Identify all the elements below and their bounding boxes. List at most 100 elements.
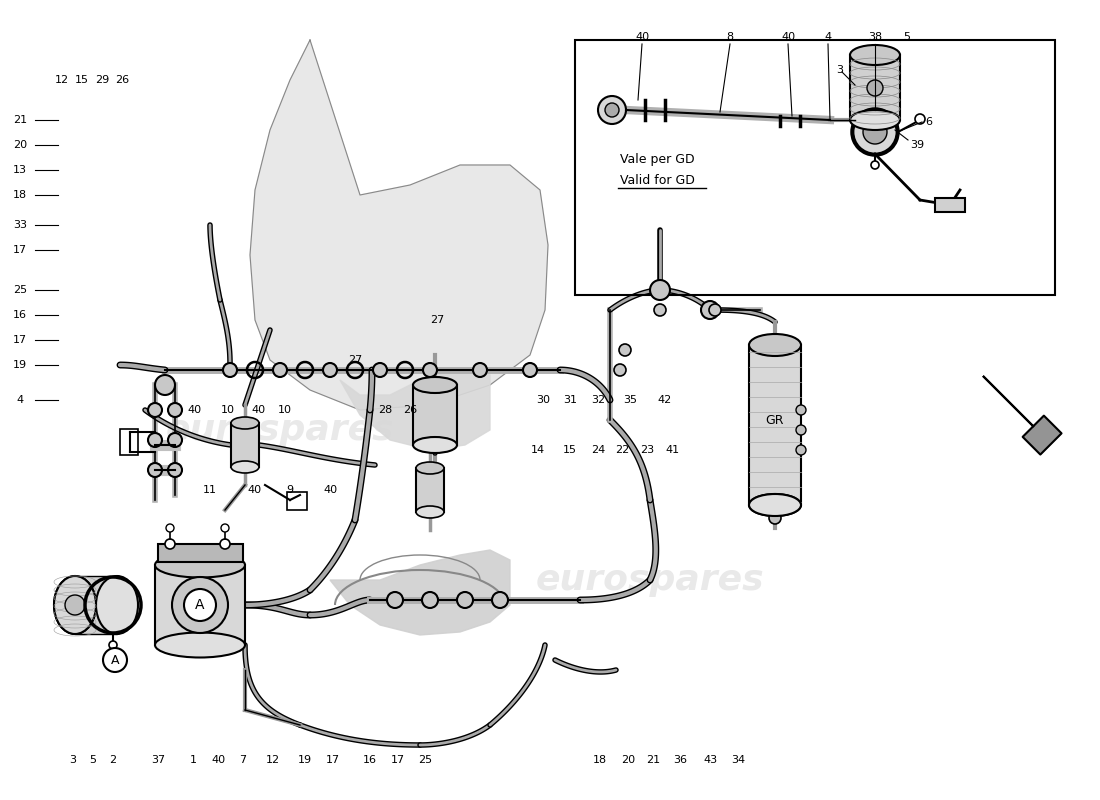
Text: 33: 33 <box>13 220 28 230</box>
Circle shape <box>155 375 175 395</box>
Text: 34: 34 <box>730 755 745 765</box>
Circle shape <box>373 363 387 377</box>
Text: 1: 1 <box>189 755 197 765</box>
Bar <box>416 468 444 512</box>
Text: 42: 42 <box>658 395 672 405</box>
Bar <box>749 345 801 505</box>
Circle shape <box>456 592 473 608</box>
Ellipse shape <box>231 461 258 473</box>
Text: 20: 20 <box>13 140 28 150</box>
Circle shape <box>769 512 781 524</box>
Ellipse shape <box>155 553 245 578</box>
Text: 24: 24 <box>591 445 605 455</box>
Text: 18: 18 <box>593 755 607 765</box>
Bar <box>75 576 117 634</box>
Circle shape <box>522 363 537 377</box>
Ellipse shape <box>850 110 900 130</box>
Text: 5: 5 <box>903 32 911 42</box>
Bar <box>120 429 138 455</box>
Ellipse shape <box>749 334 801 356</box>
Polygon shape <box>250 40 548 410</box>
Ellipse shape <box>54 576 96 634</box>
Circle shape <box>65 595 85 615</box>
Text: 40: 40 <box>188 405 202 415</box>
Circle shape <box>867 80 883 96</box>
Bar <box>231 423 258 467</box>
Ellipse shape <box>412 437 456 453</box>
Circle shape <box>103 648 127 672</box>
Circle shape <box>654 304 666 316</box>
Text: 10: 10 <box>221 405 235 415</box>
Circle shape <box>871 161 879 169</box>
Text: 35: 35 <box>623 395 637 405</box>
Text: 2: 2 <box>109 755 117 765</box>
Text: 16: 16 <box>363 755 377 765</box>
Text: 36: 36 <box>673 755 688 765</box>
Circle shape <box>172 577 228 633</box>
Text: 19: 19 <box>13 360 28 370</box>
Text: 4: 4 <box>824 32 832 42</box>
Text: 28: 28 <box>378 405 392 415</box>
Text: 16: 16 <box>13 310 28 320</box>
Text: 6: 6 <box>925 117 932 127</box>
Circle shape <box>864 120 887 144</box>
Text: 12: 12 <box>55 75 69 85</box>
Text: 5: 5 <box>89 755 97 765</box>
Circle shape <box>220 539 230 549</box>
Polygon shape <box>983 377 1062 454</box>
Ellipse shape <box>231 417 258 429</box>
Ellipse shape <box>155 633 245 658</box>
Circle shape <box>619 344 631 356</box>
Ellipse shape <box>749 494 801 516</box>
Text: 17: 17 <box>13 245 28 255</box>
Text: 10: 10 <box>278 405 292 415</box>
Text: 38: 38 <box>868 32 882 42</box>
Text: 25: 25 <box>13 285 28 295</box>
Circle shape <box>605 103 619 117</box>
Text: 7: 7 <box>240 755 246 765</box>
Text: 41: 41 <box>664 445 679 455</box>
Text: 9: 9 <box>286 485 294 495</box>
Circle shape <box>492 592 508 608</box>
Circle shape <box>148 433 162 447</box>
Circle shape <box>221 524 229 532</box>
Circle shape <box>168 463 182 477</box>
Text: 23: 23 <box>640 445 654 455</box>
Text: 4: 4 <box>16 395 23 405</box>
Circle shape <box>168 403 182 417</box>
Circle shape <box>422 592 438 608</box>
Text: 27: 27 <box>430 315 444 325</box>
Ellipse shape <box>416 462 444 474</box>
Text: GR: GR <box>766 414 784 426</box>
Circle shape <box>273 363 287 377</box>
Text: 17: 17 <box>326 755 340 765</box>
Polygon shape <box>340 370 490 450</box>
Circle shape <box>852 110 896 154</box>
Text: 22: 22 <box>615 445 629 455</box>
Text: 13: 13 <box>13 165 28 175</box>
Circle shape <box>710 304 720 316</box>
Circle shape <box>701 301 719 319</box>
Circle shape <box>323 363 337 377</box>
Ellipse shape <box>96 576 138 634</box>
Bar <box>155 565 245 645</box>
Text: 15: 15 <box>563 445 578 455</box>
Text: 3: 3 <box>836 65 844 75</box>
Circle shape <box>387 592 403 608</box>
Text: 30: 30 <box>536 395 550 405</box>
Text: 25: 25 <box>418 755 432 765</box>
Text: eurospares: eurospares <box>166 413 394 447</box>
Ellipse shape <box>850 45 900 65</box>
Text: 21: 21 <box>646 755 660 765</box>
Text: 20: 20 <box>620 755 635 765</box>
Circle shape <box>915 114 925 124</box>
Bar <box>575 40 1055 295</box>
Bar <box>850 55 900 120</box>
Text: 19: 19 <box>298 755 312 765</box>
Text: 21: 21 <box>13 115 28 125</box>
Circle shape <box>168 433 182 447</box>
Circle shape <box>598 96 626 124</box>
Ellipse shape <box>412 377 456 393</box>
Text: 8: 8 <box>726 32 734 42</box>
Circle shape <box>148 463 162 477</box>
